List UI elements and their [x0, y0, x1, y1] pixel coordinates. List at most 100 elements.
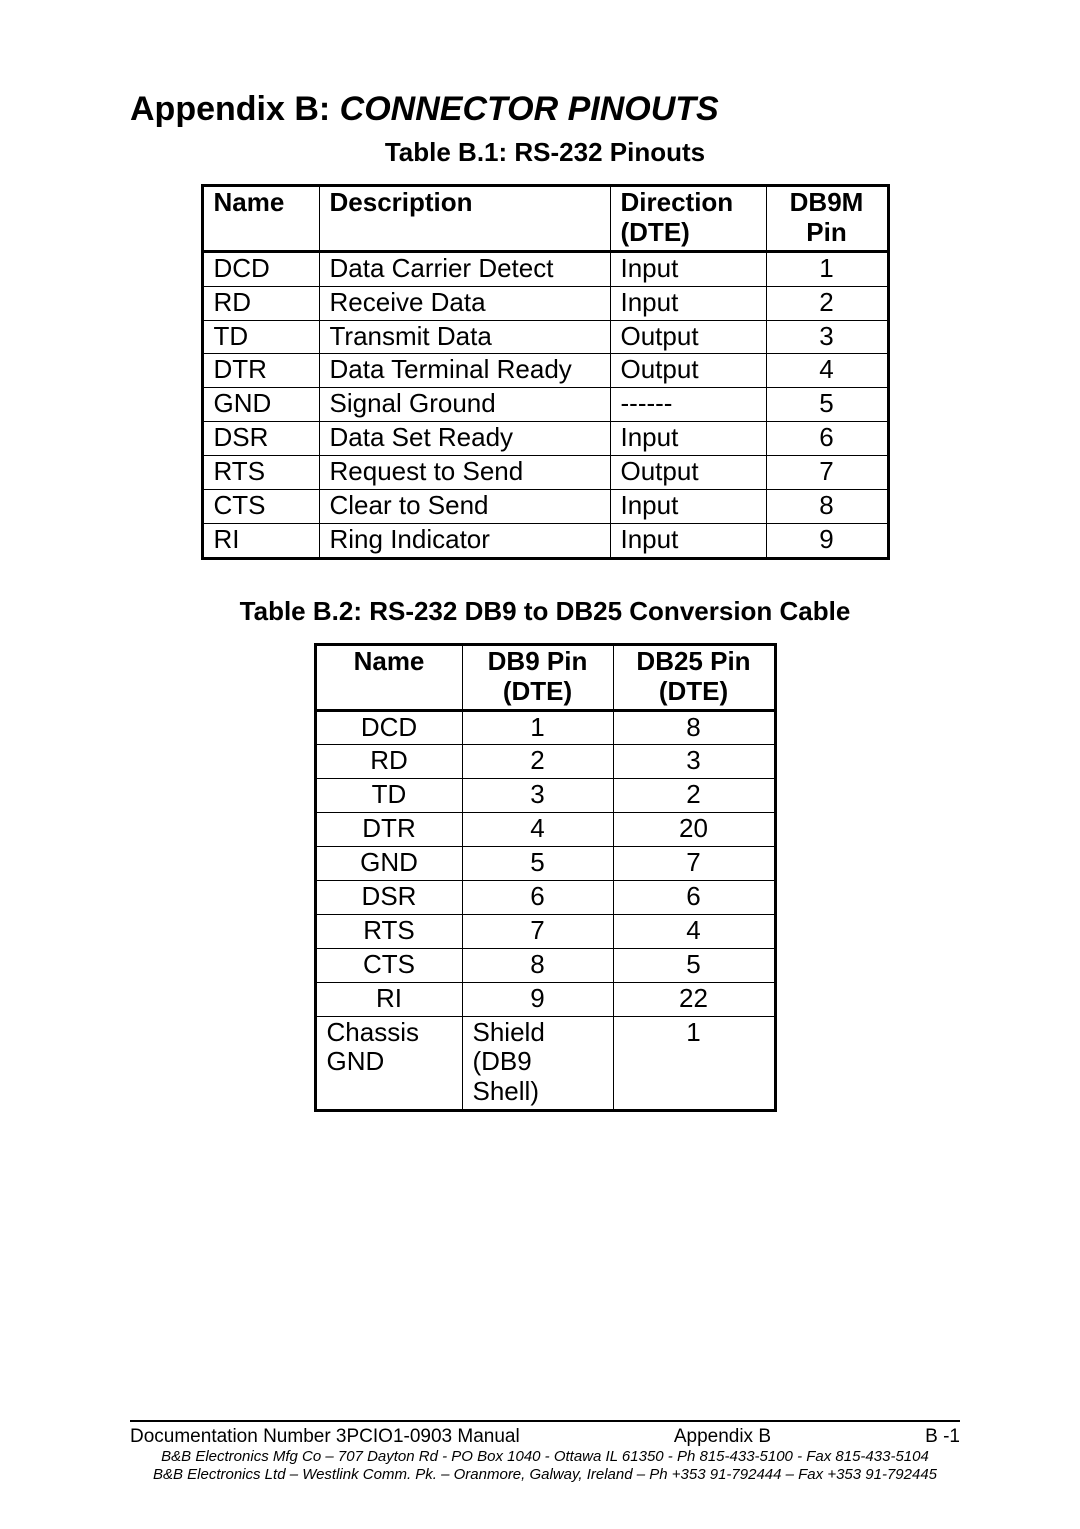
- table-row: ChassisGNDShield(DB9Shell)1: [315, 1016, 775, 1111]
- t1-cell-pin: 8: [766, 490, 888, 524]
- t1-cell-name: DTR: [202, 354, 319, 388]
- t1-cell-direction: Input: [610, 523, 766, 558]
- t2-cell-db9: 6: [462, 881, 613, 915]
- t1-header-db9m-l2: Pin: [806, 217, 846, 247]
- table-row: TDTransmit DataOutput3: [202, 320, 888, 354]
- t2-cell-db25: 22: [613, 982, 775, 1016]
- t2-header-db25-l1: DB25 Pin: [636, 646, 750, 676]
- t2-cell-db25: 4: [613, 914, 775, 948]
- t1-cell-name: DCD: [202, 251, 319, 286]
- t2-header-db25: DB25 Pin (DTE): [613, 644, 775, 710]
- t2-cell-db25: 7: [613, 847, 775, 881]
- t1-cell-direction: Output: [610, 354, 766, 388]
- t2-cell-db9: 1: [462, 710, 613, 745]
- t1-cell-direction: Input: [610, 490, 766, 524]
- t2-cell-db25: 1: [613, 1016, 775, 1111]
- table-row: RIRing IndicatorInput9: [202, 523, 888, 558]
- t1-cell-pin: 6: [766, 422, 888, 456]
- t1-header-db9m: DB9M Pin: [766, 186, 888, 252]
- footer-line2: B&B Electronics Mfg Co – 707 Dayton Rd -…: [130, 1448, 960, 1467]
- footer-appendix: Appendix B: [674, 1426, 771, 1448]
- t1-cell-pin: 3: [766, 320, 888, 354]
- table-row: DTRData Terminal ReadyOutput4: [202, 354, 888, 388]
- t2-cell-name: DCD: [315, 710, 462, 745]
- t1-cell-description: Data Terminal Ready: [319, 354, 610, 388]
- t1-cell-name: RI: [202, 523, 319, 558]
- t2-cell-db25: 20: [613, 813, 775, 847]
- t1-cell-description: Receive Data: [319, 286, 610, 320]
- t1-cell-description: Request to Send: [319, 456, 610, 490]
- table-rs232-pinouts: Name Description Direction (DTE) DB9M Pi…: [201, 184, 890, 560]
- t1-cell-pin: 4: [766, 354, 888, 388]
- table-row: DCDData Carrier DetectInput1: [202, 251, 888, 286]
- t1-header-db9m-l1: DB9M: [790, 187, 864, 217]
- table1-caption: Table B.1: RS-232 Pinouts: [130, 137, 960, 168]
- table-row: GNDSignal Ground------5: [202, 388, 888, 422]
- table-row: RDReceive DataInput2: [202, 286, 888, 320]
- t2-cell-db25: 8: [613, 710, 775, 745]
- t2-cell-db9: 9: [462, 982, 613, 1016]
- table-db9-db25-conversion: Name DB9 Pin (DTE) DB25 Pin (DTE) DCD18R…: [314, 643, 777, 1112]
- t2-cell-name: ChassisGND: [315, 1016, 462, 1111]
- t1-cell-description: Transmit Data: [319, 320, 610, 354]
- t2-header-db9-l1: DB9 Pin: [488, 646, 588, 676]
- t1-cell-description: Data Set Ready: [319, 422, 610, 456]
- t2-cell-db9: 4: [462, 813, 613, 847]
- table-row: RTS74: [315, 914, 775, 948]
- t1-cell-direction: Output: [610, 320, 766, 354]
- t2-cell-name: TD: [315, 779, 462, 813]
- t1-header-description: Description: [319, 186, 610, 252]
- t2-cell-db9: 5: [462, 847, 613, 881]
- t1-cell-name: DSR: [202, 422, 319, 456]
- table-row: GND57: [315, 847, 775, 881]
- t1-cell-direction: Output: [610, 456, 766, 490]
- t1-cell-direction: Input: [610, 251, 766, 286]
- t1-header-direction-l2: (DTE): [621, 217, 690, 247]
- t2-cell-db9: 3: [462, 779, 613, 813]
- t1-cell-pin: 9: [766, 523, 888, 558]
- table-row: DSRData Set ReadyInput6: [202, 422, 888, 456]
- t2-cell-db25: 2: [613, 779, 775, 813]
- table-row: CTSClear to SendInput8: [202, 490, 888, 524]
- t1-cell-pin: 2: [766, 286, 888, 320]
- t1-header-name: Name: [202, 186, 319, 252]
- t2-cell-db25: 6: [613, 881, 775, 915]
- table-row: TD32: [315, 779, 775, 813]
- t1-cell-name: CTS: [202, 490, 319, 524]
- t2-header-db9: DB9 Pin (DTE): [462, 644, 613, 710]
- t2-cell-db25: 3: [613, 745, 775, 779]
- t1-cell-name: GND: [202, 388, 319, 422]
- page-heading: Appendix B: CONNECTOR PINOUTS: [130, 90, 960, 129]
- t2-cell-name: RI: [315, 982, 462, 1016]
- t1-cell-direction: ------: [610, 388, 766, 422]
- t2-cell-db9: Shield(DB9Shell): [462, 1016, 613, 1111]
- t1-cell-description: Clear to Send: [319, 490, 610, 524]
- t2-cell-name: CTS: [315, 948, 462, 982]
- t1-cell-direction: Input: [610, 422, 766, 456]
- t1-cell-name: TD: [202, 320, 319, 354]
- t1-cell-description: Data Carrier Detect: [319, 251, 610, 286]
- heading-prefix: Appendix B:: [130, 90, 340, 128]
- t2-cell-name: DTR: [315, 813, 462, 847]
- table-row: RTSRequest to SendOutput7: [202, 456, 888, 490]
- table-row: RD23: [315, 745, 775, 779]
- t1-cell-pin: 5: [766, 388, 888, 422]
- t1-cell-name: RD: [202, 286, 319, 320]
- footer-doc: Documentation Number 3PCIO1-0903 Manual: [130, 1426, 520, 1448]
- t1-cell-pin: 7: [766, 456, 888, 490]
- t2-cell-name: RD: [315, 745, 462, 779]
- table-row: RI922: [315, 982, 775, 1016]
- page-footer: Documentation Number 3PCIO1-0903 Manual …: [130, 1420, 960, 1486]
- t1-cell-description: Ring Indicator: [319, 523, 610, 558]
- t1-cell-pin: 1: [766, 251, 888, 286]
- t2-cell-db9: 7: [462, 914, 613, 948]
- heading-title: CONNECTOR PINOUTS: [340, 90, 719, 128]
- table-row: CTS85: [315, 948, 775, 982]
- t1-header-direction-l1: Direction: [621, 187, 734, 217]
- t2-cell-db25: 5: [613, 948, 775, 982]
- table2-caption: Table B.2: RS-232 DB9 to DB25 Conversion…: [130, 596, 960, 627]
- table-row: DTR420: [315, 813, 775, 847]
- t1-cell-name: RTS: [202, 456, 319, 490]
- table-row: DCD18: [315, 710, 775, 745]
- t2-cell-db9: 2: [462, 745, 613, 779]
